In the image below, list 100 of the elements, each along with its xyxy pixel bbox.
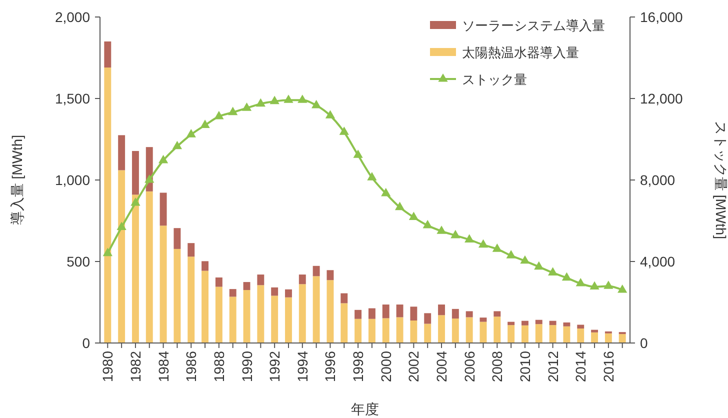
x-tick-label: 1984 [155, 350, 172, 382]
bar [508, 322, 515, 326]
bar [535, 324, 542, 343]
y-axis-title: 導入量 [MWth] [9, 134, 25, 226]
bar [368, 318, 376, 343]
bar [340, 303, 348, 343]
x-tick-label: 2004 [434, 350, 450, 382]
bar [521, 320, 528, 326]
x-tick-label: 1980 [100, 350, 116, 382]
bar [452, 318, 459, 343]
point [381, 188, 391, 196]
y-tick-label: 1,000 [54, 172, 90, 188]
point [506, 250, 516, 258]
x-tick-label: 2014 [572, 350, 589, 382]
bar [188, 243, 195, 257]
bar [604, 333, 612, 343]
point [422, 220, 432, 228]
bar [494, 316, 501, 343]
bar [326, 270, 334, 280]
bar [354, 318, 362, 343]
y-tick-label: 2,000 [54, 9, 90, 25]
point [130, 197, 140, 206]
point [214, 110, 224, 120]
bar [410, 320, 418, 343]
y-tick-label: 0 [82, 335, 90, 351]
point [312, 100, 322, 108]
bar [243, 282, 250, 290]
point [618, 284, 628, 293]
bar [563, 326, 570, 343]
point [144, 174, 154, 183]
bar [535, 320, 542, 324]
legend-label: 太陽熱温水器導入量 [462, 45, 579, 60]
legend-label: ソーラーシステム導入量 [462, 18, 605, 33]
bar [396, 317, 404, 343]
bar [438, 304, 445, 316]
point [172, 140, 182, 150]
bar [438, 315, 445, 343]
point [298, 94, 308, 103]
x-tick-label: 2006 [461, 350, 478, 382]
x-tick-label: 2008 [489, 350, 506, 382]
bar [577, 328, 584, 343]
bar [188, 256, 195, 343]
y2-tick-label: 0 [640, 335, 648, 351]
point [158, 154, 168, 164]
bar [424, 313, 432, 324]
bar [271, 296, 278, 343]
x-tick-label: 1996 [322, 350, 338, 382]
bar [591, 330, 598, 332]
point [270, 96, 280, 104]
y2-tick-label: 4,000 [640, 254, 676, 270]
bar [326, 280, 334, 343]
point [256, 98, 266, 107]
bar [160, 192, 167, 226]
point [186, 129, 196, 138]
x-tick-label: 2016 [600, 350, 616, 382]
bar [146, 191, 153, 343]
point [408, 212, 418, 220]
point [534, 261, 544, 270]
bar [132, 150, 139, 195]
bar [285, 297, 292, 343]
point [102, 248, 112, 256]
point [450, 230, 460, 238]
bar [382, 304, 390, 318]
legend-label: ストック量 [462, 72, 527, 87]
bar [424, 324, 432, 343]
point [604, 280, 614, 289]
bar [549, 320, 556, 326]
bar [202, 261, 209, 271]
y-tick-label: 500 [66, 254, 90, 270]
point [284, 94, 294, 103]
bar [215, 277, 222, 287]
point [242, 102, 252, 111]
x-tick-label: 2010 [516, 350, 533, 382]
bar [229, 296, 236, 343]
bar [174, 248, 181, 343]
bar [452, 308, 459, 319]
bar [160, 226, 167, 343]
bar [285, 289, 292, 298]
x-tick-label: 1988 [210, 350, 227, 382]
bar [618, 334, 626, 343]
y2-tick-label: 8,000 [640, 172, 676, 188]
x-tick-label: 1994 [294, 350, 310, 382]
bar [271, 287, 278, 296]
bar [174, 228, 181, 249]
point [492, 244, 502, 252]
bar [298, 274, 306, 284]
bar [480, 322, 487, 343]
point [464, 234, 474, 242]
bar [118, 170, 126, 343]
bar [368, 308, 376, 319]
bar [521, 325, 528, 343]
point [548, 267, 558, 276]
bar [563, 322, 570, 326]
x-tick-label: 1990 [238, 350, 255, 382]
bar [104, 41, 112, 68]
y-tick-label: 1,500 [54, 90, 90, 106]
bar [382, 318, 390, 343]
bar [466, 317, 473, 343]
x-tick-label: 2000 [378, 350, 394, 382]
bar [312, 266, 320, 276]
